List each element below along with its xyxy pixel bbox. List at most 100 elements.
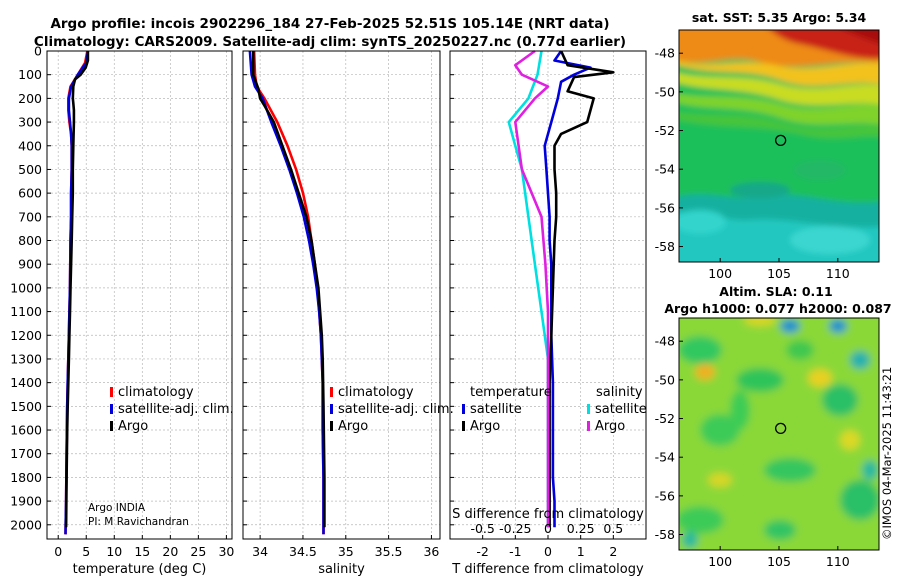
diff-legend-label-temp-sat: satellite xyxy=(470,402,522,417)
y-tick-label: 1600 xyxy=(10,423,42,438)
map-x-tick-label: 110 xyxy=(826,266,850,281)
y-tick-label: 1500 xyxy=(10,399,42,414)
diff-legend-label-sal-sat: satellite xyxy=(595,402,647,417)
map-y-tick-label: -54 xyxy=(655,450,675,465)
sal-legend-swatch-satellite xyxy=(330,404,333,414)
top-tick-label: 0.5 xyxy=(603,521,623,536)
sla-map-axes: 100 105 110 -48 -50 -52 -54 -56 -58 xyxy=(655,334,850,569)
sst-map-title: sat. SST: 5.35 Argo: 5.34 xyxy=(692,10,867,25)
diff-legend-sal-header: salinity xyxy=(596,385,643,400)
temperature-panel: 0 5 10 15 20 25 30 temperature (deg C) 0 100 200 30… xyxy=(10,44,234,578)
series-line-satellite-adj-clim- xyxy=(248,50,325,535)
y-tick-label: 400 xyxy=(18,138,42,153)
legend-label-argo: Argo xyxy=(118,419,148,434)
y-tick-label: 1700 xyxy=(10,446,42,461)
series-line-argo xyxy=(252,51,326,528)
y-tick-label: 1100 xyxy=(10,304,42,319)
salinity-panel: 34 34.5 35 35.5 36 salinity xyxy=(242,50,441,577)
diff-legend-label-sal-argo: Argo xyxy=(595,419,625,434)
y-tick-label: 1200 xyxy=(10,328,42,343)
y-tick-label: 600 xyxy=(18,186,42,201)
map-y-tick-label: -58 xyxy=(655,527,675,542)
y-tick-label: 1900 xyxy=(10,494,42,509)
map-x-tick-label: 100 xyxy=(708,266,732,281)
plot-frame xyxy=(46,50,233,540)
y-tick-label: 800 xyxy=(18,233,42,248)
diff-legend-swatch-temp-argo xyxy=(462,421,465,431)
y-tick-label: 1400 xyxy=(10,375,42,390)
diff-legend-swatch-temp-sat xyxy=(462,404,465,414)
y-tick-label: 100 xyxy=(18,67,42,82)
y-tick-label: 1300 xyxy=(10,351,42,366)
map-x-tick-label: 105 xyxy=(767,266,791,281)
x-tick-label: -1 xyxy=(509,544,521,559)
x-tick-label: 0 xyxy=(544,544,552,559)
x-axis-label: temperature (deg C) xyxy=(73,562,207,577)
y-tick-label: 500 xyxy=(18,162,42,177)
credit-line-2: PI: M Ravichandran xyxy=(88,516,189,528)
x-tick-label: 2 xyxy=(609,544,617,559)
top-axis-label: S difference from climatology xyxy=(452,507,644,522)
series-line-temperature-satellite xyxy=(543,50,592,528)
x-tick-label: -2 xyxy=(476,544,488,559)
x-tick-label: 10 xyxy=(106,544,122,559)
x-tick-label: 35 xyxy=(338,544,354,559)
sla-map: 100 105 110 -48 -50 -52 -54 -56 -58 xyxy=(655,317,880,569)
map-x-tick-label: 100 xyxy=(708,554,732,569)
x-tick-label: 36 xyxy=(423,544,439,559)
x-tick-label: 5 xyxy=(82,544,90,559)
diff-legend-swatch-sal-argo xyxy=(587,421,590,431)
y-tick-label: 300 xyxy=(18,115,42,130)
series-line-temperature-argo xyxy=(548,50,615,528)
sal-legend-label-satellite: satellite-adj. clim. xyxy=(338,402,454,417)
legend-swatch-satellite xyxy=(110,404,113,414)
y-tick-label: 1800 xyxy=(10,470,42,485)
sla-map-title-1: Altim. SLA: 0.11 xyxy=(719,284,832,299)
top-tick-label: -0.25 xyxy=(499,521,531,536)
sal-legend-label-climatology: climatology xyxy=(338,385,414,400)
map-y-tick-label: -52 xyxy=(655,411,675,426)
y-tick-label: 0 xyxy=(34,44,42,59)
x-axis-label: T difference from climatology xyxy=(451,562,644,577)
map-y-tick-label: -48 xyxy=(655,334,675,349)
sst-map: 100 105 110 -48 -50 -52 -54 -56 -58 xyxy=(655,29,880,281)
legend-label-satellite: satellite-adj. clim. xyxy=(118,402,234,417)
series-line-argo xyxy=(64,51,90,528)
sla-map-title-2: Argo h1000: 0.077 h2000: 0.087 xyxy=(664,301,891,316)
temperature-legend: climatology satellite-adj. clim. Argo xyxy=(110,385,234,434)
top-tick-label: 0 xyxy=(544,521,552,536)
title-line-1: Argo profile: incois 2902296_184 27-Feb-… xyxy=(50,16,609,32)
x-tick-label: 0 xyxy=(54,544,62,559)
series-line-climatology xyxy=(252,50,325,535)
diff-legend-temp-header: temperature xyxy=(470,385,552,400)
legend-label-climatology: climatology xyxy=(118,385,194,400)
sal-legend-swatch-climatology xyxy=(330,387,333,397)
map-y-tick-label: -50 xyxy=(655,84,675,99)
map-y-tick-label: -50 xyxy=(655,372,675,387)
sst-float-marker xyxy=(774,134,787,147)
map-x-tick-label: 110 xyxy=(826,554,850,569)
sst-map-axes: 100 105 110 -48 -50 -52 -54 -56 -58 xyxy=(655,46,850,281)
top-tick-label: -0.5 xyxy=(470,521,494,536)
x-tick-label: 1 xyxy=(577,544,585,559)
x-tick-label: 25 xyxy=(190,544,206,559)
legend-swatch-argo xyxy=(110,421,113,431)
sal-legend-swatch-argo xyxy=(330,421,333,431)
y-tick-label: 200 xyxy=(18,91,42,106)
difference-panel: -2 -1 0 1 2 T difference from climatology -0.5… xyxy=(449,49,647,577)
series-line-salinity-argo xyxy=(513,49,550,528)
sla-float-marker xyxy=(774,422,787,435)
imos-watermark: ©IMOS 04-Mar-2025 11:43:21 xyxy=(880,367,894,540)
x-tick-label: 30 xyxy=(218,544,234,559)
map-y-tick-label: -48 xyxy=(655,46,675,61)
plot-frame xyxy=(242,50,441,540)
top-tick-label: 0.25 xyxy=(567,521,595,536)
y-tick-label: 700 xyxy=(18,209,42,224)
credit-line-1: Argo INDIA xyxy=(88,502,146,514)
diff-legend-swatch-sal-sat xyxy=(587,404,590,414)
x-tick-label: 20 xyxy=(162,544,178,559)
x-tick-label: 35.5 xyxy=(375,544,403,559)
title-line-2: Climatology: CARS2009. Satellite-adj cli… xyxy=(34,34,626,50)
x-axis-label: salinity xyxy=(318,562,365,577)
